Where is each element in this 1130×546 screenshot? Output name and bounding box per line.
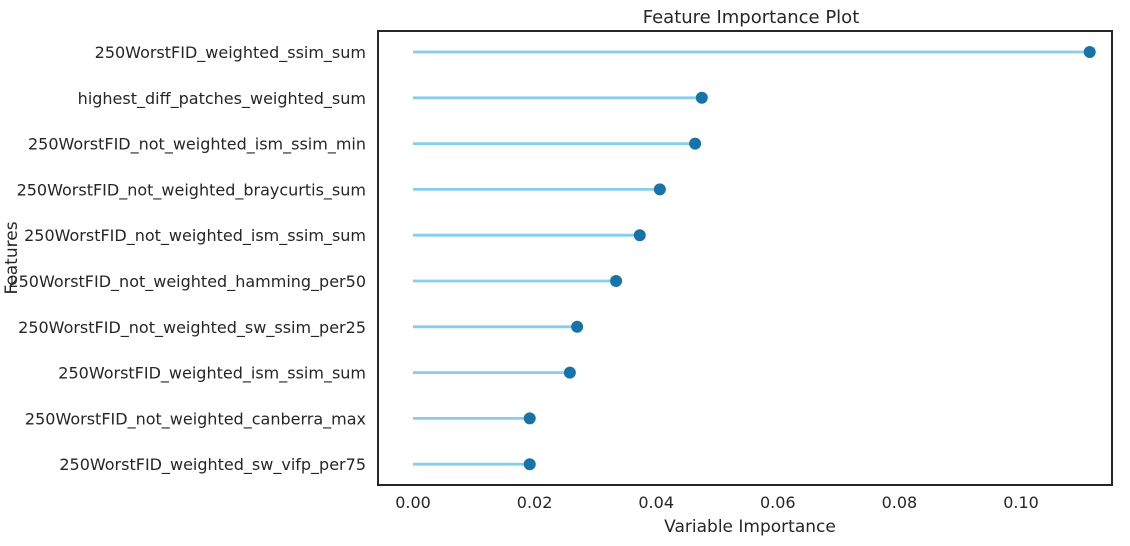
x-tick-label: 0.04 bbox=[638, 493, 674, 512]
x-tick-label: 0.00 bbox=[395, 493, 431, 512]
x-tick-label: 0.06 bbox=[760, 493, 796, 512]
lollipop-point bbox=[1083, 46, 1096, 58]
lollipop-point bbox=[689, 137, 702, 150]
lollipop-point bbox=[571, 320, 584, 333]
lollipop-point bbox=[523, 458, 536, 471]
x-tick-label: 0.08 bbox=[882, 493, 918, 512]
y-tick-label: 250WorstFID_not_weighted_hamming_per50 bbox=[8, 272, 366, 292]
lollipop-point bbox=[610, 275, 623, 287]
markers-layer bbox=[523, 46, 1096, 471]
plot-area-frame bbox=[377, 30, 1113, 486]
lollipop-point bbox=[633, 229, 646, 242]
y-tick-label: 250WorstFID_not_weighted_ism_ssim_sum bbox=[24, 226, 366, 246]
stems-layer bbox=[413, 50, 1090, 466]
y-tick-label: 250WorstFID_not_weighted_ism_ssim_min bbox=[28, 135, 366, 155]
chart-title: Feature Importance Plot bbox=[643, 7, 860, 28]
y-tick-label: 250WorstFID_weighted_sw_vifp_per75 bbox=[59, 455, 366, 475]
lollipop-point bbox=[695, 91, 708, 104]
lollipop-point bbox=[653, 183, 666, 196]
y-tick-label: 250WorstFID_not_weighted_braycurtis_sum bbox=[17, 180, 366, 200]
y-axis-label: Features bbox=[2, 221, 22, 294]
x-tick-label: 0.10 bbox=[1003, 493, 1039, 512]
y-tick-label: 250WorstFID_not_weighted_canberra_max bbox=[25, 409, 366, 429]
y-tick-label: 250WorstFID_not_weighted_sw_ssim_per25 bbox=[18, 318, 366, 338]
y-tick-label: 250WorstFID_weighted_ssim_sum bbox=[95, 43, 366, 63]
y-tick-labels: 250WorstFID_weighted_ssim_sum highest_dif… bbox=[8, 43, 366, 475]
x-tick-label: 0.02 bbox=[517, 493, 553, 512]
y-tick-label: 250WorstFID_weighted_ism_ssim_sum bbox=[58, 364, 366, 384]
x-axis-label: Variable Importance bbox=[664, 517, 836, 537]
lollipop-point bbox=[563, 366, 576, 379]
x-tick-labels: 0.00 0.02 0.04 0.06 0.08 0.10 bbox=[395, 493, 1039, 512]
lollipop-point bbox=[523, 412, 536, 425]
y-tick-label: highest_diff_patches_weighted_sum bbox=[78, 89, 366, 109]
